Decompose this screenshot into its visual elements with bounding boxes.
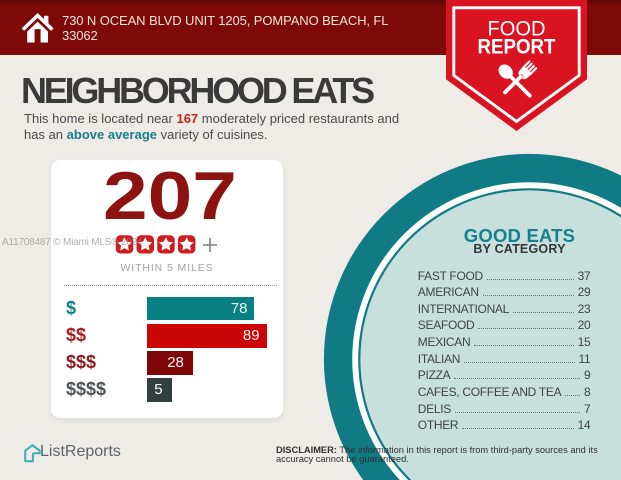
svg-text:FOOD: FOOD xyxy=(488,18,546,41)
svg-text:REPORT: REPORT xyxy=(478,36,556,59)
